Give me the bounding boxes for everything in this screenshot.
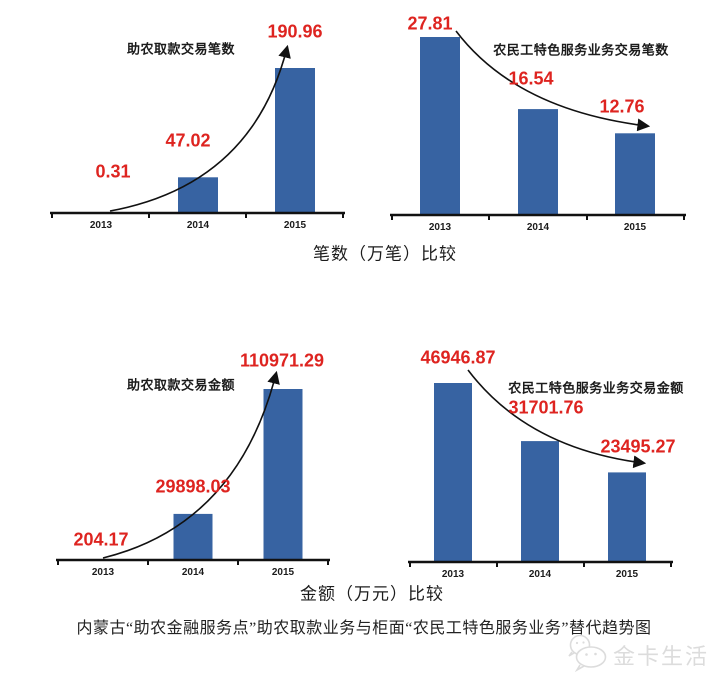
count-group-caption: 笔数（万笔）比较	[313, 244, 457, 264]
figure-caption: 内蒙古“助农金融服务点”助农取款业务与柜面“农民工特色服务业务”替代趋势图	[76, 620, 652, 637]
chart-title: 农民工特色服务业务交易笔数	[493, 42, 669, 58]
x-tick-label: 2013	[441, 569, 465, 580]
x-tick-label: 2014	[526, 222, 550, 233]
data-label: 23495.27	[600, 436, 676, 457]
data-label: 190.96	[267, 21, 323, 42]
data-label: 0.31	[95, 161, 131, 182]
x-tick-label: 2013	[428, 222, 452, 233]
data-label: 47.02	[165, 130, 211, 151]
chat-bubbles-smiley-icon	[558, 632, 610, 677]
x-tick-label: 2015	[615, 569, 639, 580]
data-label: 31701.76	[508, 397, 584, 418]
chart-title: 农民工特色服务业务交易金额	[508, 380, 684, 396]
data-label: 16.54	[508, 68, 554, 89]
x-tick-label: 2014	[181, 567, 205, 578]
x-tick-label: 2013	[91, 567, 115, 578]
data-label: 46946.87	[420, 347, 496, 368]
x-tick-label: 2014	[528, 569, 552, 580]
watermark-text: 金卡生活	[613, 643, 710, 669]
watermark: 金卡生活	[558, 632, 709, 677]
x-tick-label: 2014	[186, 220, 210, 231]
x-tick-label: 2015	[283, 220, 307, 231]
data-label: 29898.03	[155, 476, 231, 497]
x-tick-label: 2013	[89, 220, 113, 231]
data-label: 110971.29	[239, 350, 325, 371]
data-label: 27.81	[407, 13, 453, 34]
data-label: 204.17	[73, 529, 129, 550]
data-label: 12.76	[599, 96, 645, 117]
x-tick-label: 2015	[271, 567, 295, 578]
chart-title: 助农取款交易笔数	[126, 41, 236, 57]
chart-title: 助农取款交易金额	[126, 377, 236, 393]
x-tick-label: 2015	[623, 222, 647, 233]
amount-group-caption: 金额（万元）比较	[300, 584, 444, 604]
